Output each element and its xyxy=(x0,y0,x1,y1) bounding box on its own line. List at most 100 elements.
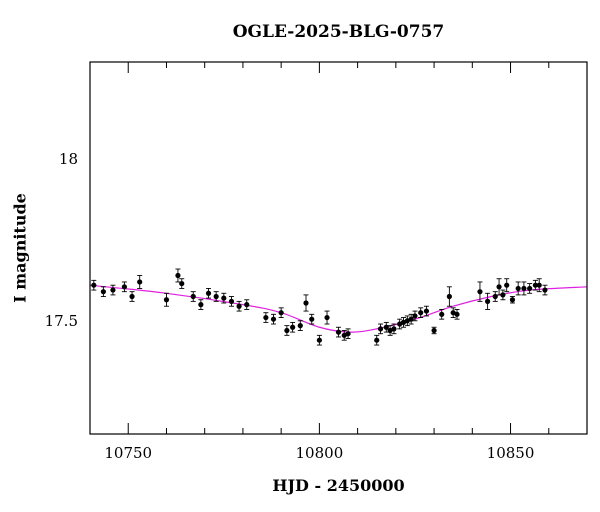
point-marker xyxy=(374,337,380,343)
data-point xyxy=(500,289,506,301)
point-marker xyxy=(175,272,181,279)
data-point xyxy=(423,305,430,317)
data-point xyxy=(91,279,97,291)
data-point xyxy=(542,284,548,296)
point-marker xyxy=(309,316,315,322)
point-marker xyxy=(345,331,351,337)
x-tick-label: 10800 xyxy=(296,444,344,462)
point-marker xyxy=(408,316,414,322)
data-point xyxy=(244,299,250,310)
point-marker xyxy=(129,293,135,300)
point-marker xyxy=(500,292,506,298)
point-marker xyxy=(324,314,330,321)
data-point xyxy=(263,312,269,323)
point-marker xyxy=(236,303,242,309)
data-point xyxy=(297,320,303,331)
x-axis-label: HJD - 2450000 xyxy=(272,476,405,495)
data-point xyxy=(335,326,342,338)
data-point xyxy=(391,323,397,335)
data-point xyxy=(532,279,538,291)
data-point xyxy=(492,291,498,302)
data-point xyxy=(303,294,309,312)
point-marker xyxy=(532,282,538,288)
data-point xyxy=(374,334,380,346)
data-point xyxy=(100,286,106,297)
data-point xyxy=(129,291,135,302)
data-point xyxy=(496,278,502,296)
point-marker xyxy=(263,314,269,321)
point-marker xyxy=(121,284,128,290)
data-point xyxy=(163,292,170,307)
point-marker xyxy=(244,302,250,308)
data-point xyxy=(521,281,527,296)
point-marker xyxy=(316,337,322,343)
data-point xyxy=(228,296,235,307)
data-point xyxy=(536,278,542,293)
point-marker xyxy=(391,326,397,332)
chart-title: OGLE-2025-BLG-0757 xyxy=(232,22,445,42)
x-tick-label: 10850 xyxy=(487,444,535,462)
point-marker xyxy=(190,293,196,300)
point-marker xyxy=(418,310,424,316)
point-marker xyxy=(485,298,491,304)
point-marker xyxy=(205,290,212,296)
point-marker xyxy=(284,327,290,334)
point-marker xyxy=(439,311,445,317)
data-point xyxy=(110,284,116,296)
data-point xyxy=(515,281,521,296)
data-point xyxy=(175,268,181,283)
point-marker xyxy=(303,300,309,306)
point-marker xyxy=(213,293,219,300)
y-axis-label: I magnitude xyxy=(10,193,30,303)
model-curve xyxy=(90,284,587,333)
data-point xyxy=(527,283,533,294)
point-marker xyxy=(412,313,418,319)
data-point xyxy=(485,292,491,310)
point-marker xyxy=(278,310,284,316)
point-marker xyxy=(198,302,204,308)
data-point xyxy=(316,334,322,346)
tick-labels: 10750 10800 10850 17.5 18 xyxy=(45,150,535,462)
point-marker xyxy=(383,324,389,330)
point-marker xyxy=(477,289,483,295)
data-point xyxy=(400,317,407,328)
data-point xyxy=(446,286,452,307)
point-marker xyxy=(221,295,227,301)
data-point xyxy=(179,278,185,289)
point-marker xyxy=(179,280,185,287)
point-marker xyxy=(527,285,533,292)
point-marker xyxy=(270,316,277,322)
data-point xyxy=(190,291,196,302)
data-point xyxy=(439,309,445,320)
data-point xyxy=(377,323,384,335)
point-marker xyxy=(110,287,116,293)
data-point xyxy=(383,321,389,333)
point-marker xyxy=(290,324,296,330)
point-marker xyxy=(423,308,430,314)
data-point xyxy=(309,313,315,325)
data-point xyxy=(324,310,330,325)
data-point xyxy=(509,296,516,304)
data-point xyxy=(408,313,414,325)
data-point xyxy=(198,299,204,310)
point-marker xyxy=(515,285,521,292)
point-marker xyxy=(100,289,106,295)
data-point xyxy=(345,328,351,340)
axis-ticks xyxy=(89,62,588,434)
data-point xyxy=(278,307,284,318)
point-marker xyxy=(509,297,516,303)
point-marker xyxy=(91,282,97,288)
point-marker xyxy=(163,297,170,303)
data-point xyxy=(454,309,460,320)
point-marker xyxy=(446,293,452,300)
point-marker xyxy=(454,311,460,317)
point-marker xyxy=(536,282,542,288)
data-points-layer xyxy=(91,268,548,346)
point-marker xyxy=(297,323,303,329)
point-marker xyxy=(521,285,527,292)
data-point xyxy=(213,291,219,302)
data-point xyxy=(418,307,424,318)
data-point xyxy=(284,325,290,336)
data-point xyxy=(397,318,403,330)
